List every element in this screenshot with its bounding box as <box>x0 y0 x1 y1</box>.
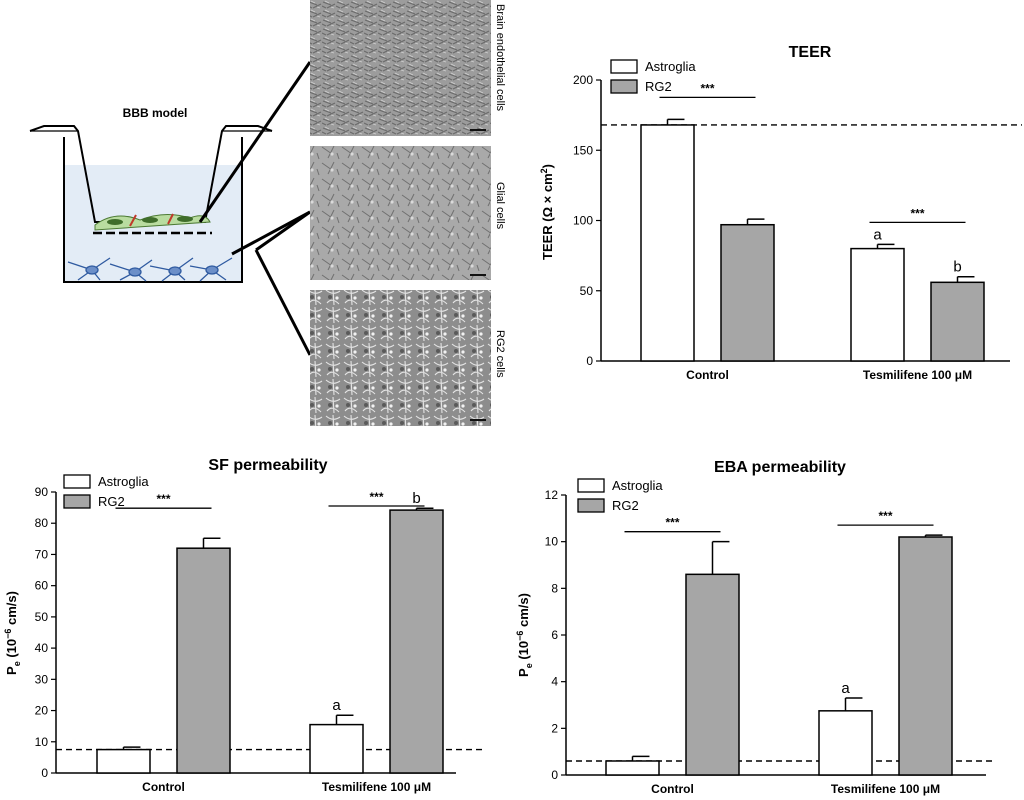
bar <box>309 723 364 774</box>
y-tick-label: 4 <box>551 675 558 689</box>
x-category-label: Control <box>142 780 185 794</box>
micrograph-label-glial: Glial cells <box>494 182 506 230</box>
legend-label: RG2 <box>612 498 639 513</box>
significance-stars: *** <box>156 492 170 506</box>
y-tick-label: 2 <box>551 721 558 735</box>
legend-label: Astroglia <box>98 474 149 489</box>
y-tick-label: 10 <box>35 735 49 749</box>
significance-stars: *** <box>665 516 679 530</box>
significance-stars: *** <box>910 206 924 220</box>
sf-permeability-chart: SF permeability Pe (10−6 cm/s) 0 10 20 30 40… <box>3 457 484 794</box>
significance-stars: *** <box>369 490 383 504</box>
legend-label: RG2 <box>98 494 125 509</box>
significance-letter: b <box>953 259 961 276</box>
legend-swatch <box>577 478 605 493</box>
chart-title: SF permeability <box>208 457 327 474</box>
legend-label: RG2 <box>645 79 672 94</box>
legend-swatch <box>610 79 638 94</box>
significance-stars: *** <box>878 509 892 523</box>
bar <box>898 536 953 776</box>
y-tick-label: 0 <box>586 354 593 368</box>
y-tick-label: 50 <box>580 284 594 298</box>
micrograph-endothelial <box>310 0 491 136</box>
bar <box>685 573 740 776</box>
y-tick-label: 50 <box>35 610 49 624</box>
bar <box>850 247 905 362</box>
micrograph-label-rg2: RG2 cells <box>494 330 506 378</box>
bar <box>640 124 695 362</box>
x-category-label: Control <box>651 782 694 796</box>
bbb-model-title: BBB model <box>123 106 188 120</box>
y-tick-label: 200 <box>573 73 593 87</box>
y-tick-label: 10 <box>545 535 559 549</box>
y-tick-label: 100 <box>573 214 593 228</box>
connector-endothelial <box>198 61 312 223</box>
x-category-label: Tesmilifene 100 μM <box>322 780 431 794</box>
bbb-model-diagram: BBB model <box>29 61 312 356</box>
y-tick-label: 60 <box>35 579 49 593</box>
connector-rg2-b <box>254 249 312 356</box>
bar <box>818 710 873 776</box>
y-tick-label: 40 <box>35 641 49 655</box>
micrographs: Brain endothelial cells Glial cells RG2 … <box>310 0 506 426</box>
bar <box>389 509 444 774</box>
bar <box>605 760 660 776</box>
significance-stars: *** <box>700 81 714 95</box>
connector-rg2-a <box>255 210 311 252</box>
teer-chart: TEER TEER (Ω × cm2) 0 50 100 150 200 *** Contr… <box>539 44 1022 382</box>
micrograph-rg2 <box>310 290 491 426</box>
micrograph-label-endothelial: Brain endothelial cells <box>494 4 506 112</box>
y-tick-label: 70 <box>35 547 49 561</box>
y-tick-label: 80 <box>35 516 49 530</box>
x-category-label: Tesmilifene 100 μM <box>831 782 940 796</box>
chart-title: TEER <box>789 44 832 61</box>
glial-cell-layer <box>67 257 233 282</box>
y-tick-label: 6 <box>551 628 558 642</box>
legend-swatch <box>577 498 605 513</box>
bar <box>720 223 775 362</box>
bar <box>96 748 151 774</box>
connector-glial <box>231 210 311 256</box>
y-tick-label: 90 <box>35 485 49 499</box>
y-tick-label: 12 <box>545 488 559 502</box>
y-tick-label: 150 <box>573 143 593 157</box>
y-axis-label: Pe (10−6 cm/s) <box>3 591 22 675</box>
x-category-label: Control <box>686 368 729 382</box>
significance-letter: b <box>412 490 420 507</box>
y-tick-label: 30 <box>35 672 49 686</box>
y-axis-label: TEER (Ω × cm2) <box>539 164 555 260</box>
y-axis-label: Pe (10−6 cm/s) <box>515 593 534 677</box>
y-tick-label: 0 <box>41 766 48 780</box>
eba-permeability-chart: EBA permeability Pe (10−6 cm/s) 0 2 4 6 8 10 1… <box>515 459 994 796</box>
significance-letter: a <box>332 697 341 714</box>
chart-title: EBA permeability <box>714 459 846 476</box>
legend-swatch <box>610 59 638 74</box>
micrograph-glial <box>310 146 491 280</box>
legend-swatch <box>63 494 91 509</box>
y-tick-label: 20 <box>35 704 49 718</box>
x-category-label: Tesmilifene 100 μM <box>863 368 972 382</box>
bar <box>176 547 231 774</box>
endothelial-cell-layer <box>94 213 211 231</box>
well-outline <box>63 137 243 283</box>
significance-letter: a <box>841 680 850 697</box>
legend-label: Astroglia <box>645 59 696 74</box>
legend-label: Astroglia <box>612 478 663 493</box>
y-tick-label: 8 <box>551 581 558 595</box>
legend-swatch <box>63 474 91 489</box>
significance-letter: a <box>873 226 882 243</box>
bar <box>930 281 985 362</box>
y-tick-label: 0 <box>551 768 558 782</box>
